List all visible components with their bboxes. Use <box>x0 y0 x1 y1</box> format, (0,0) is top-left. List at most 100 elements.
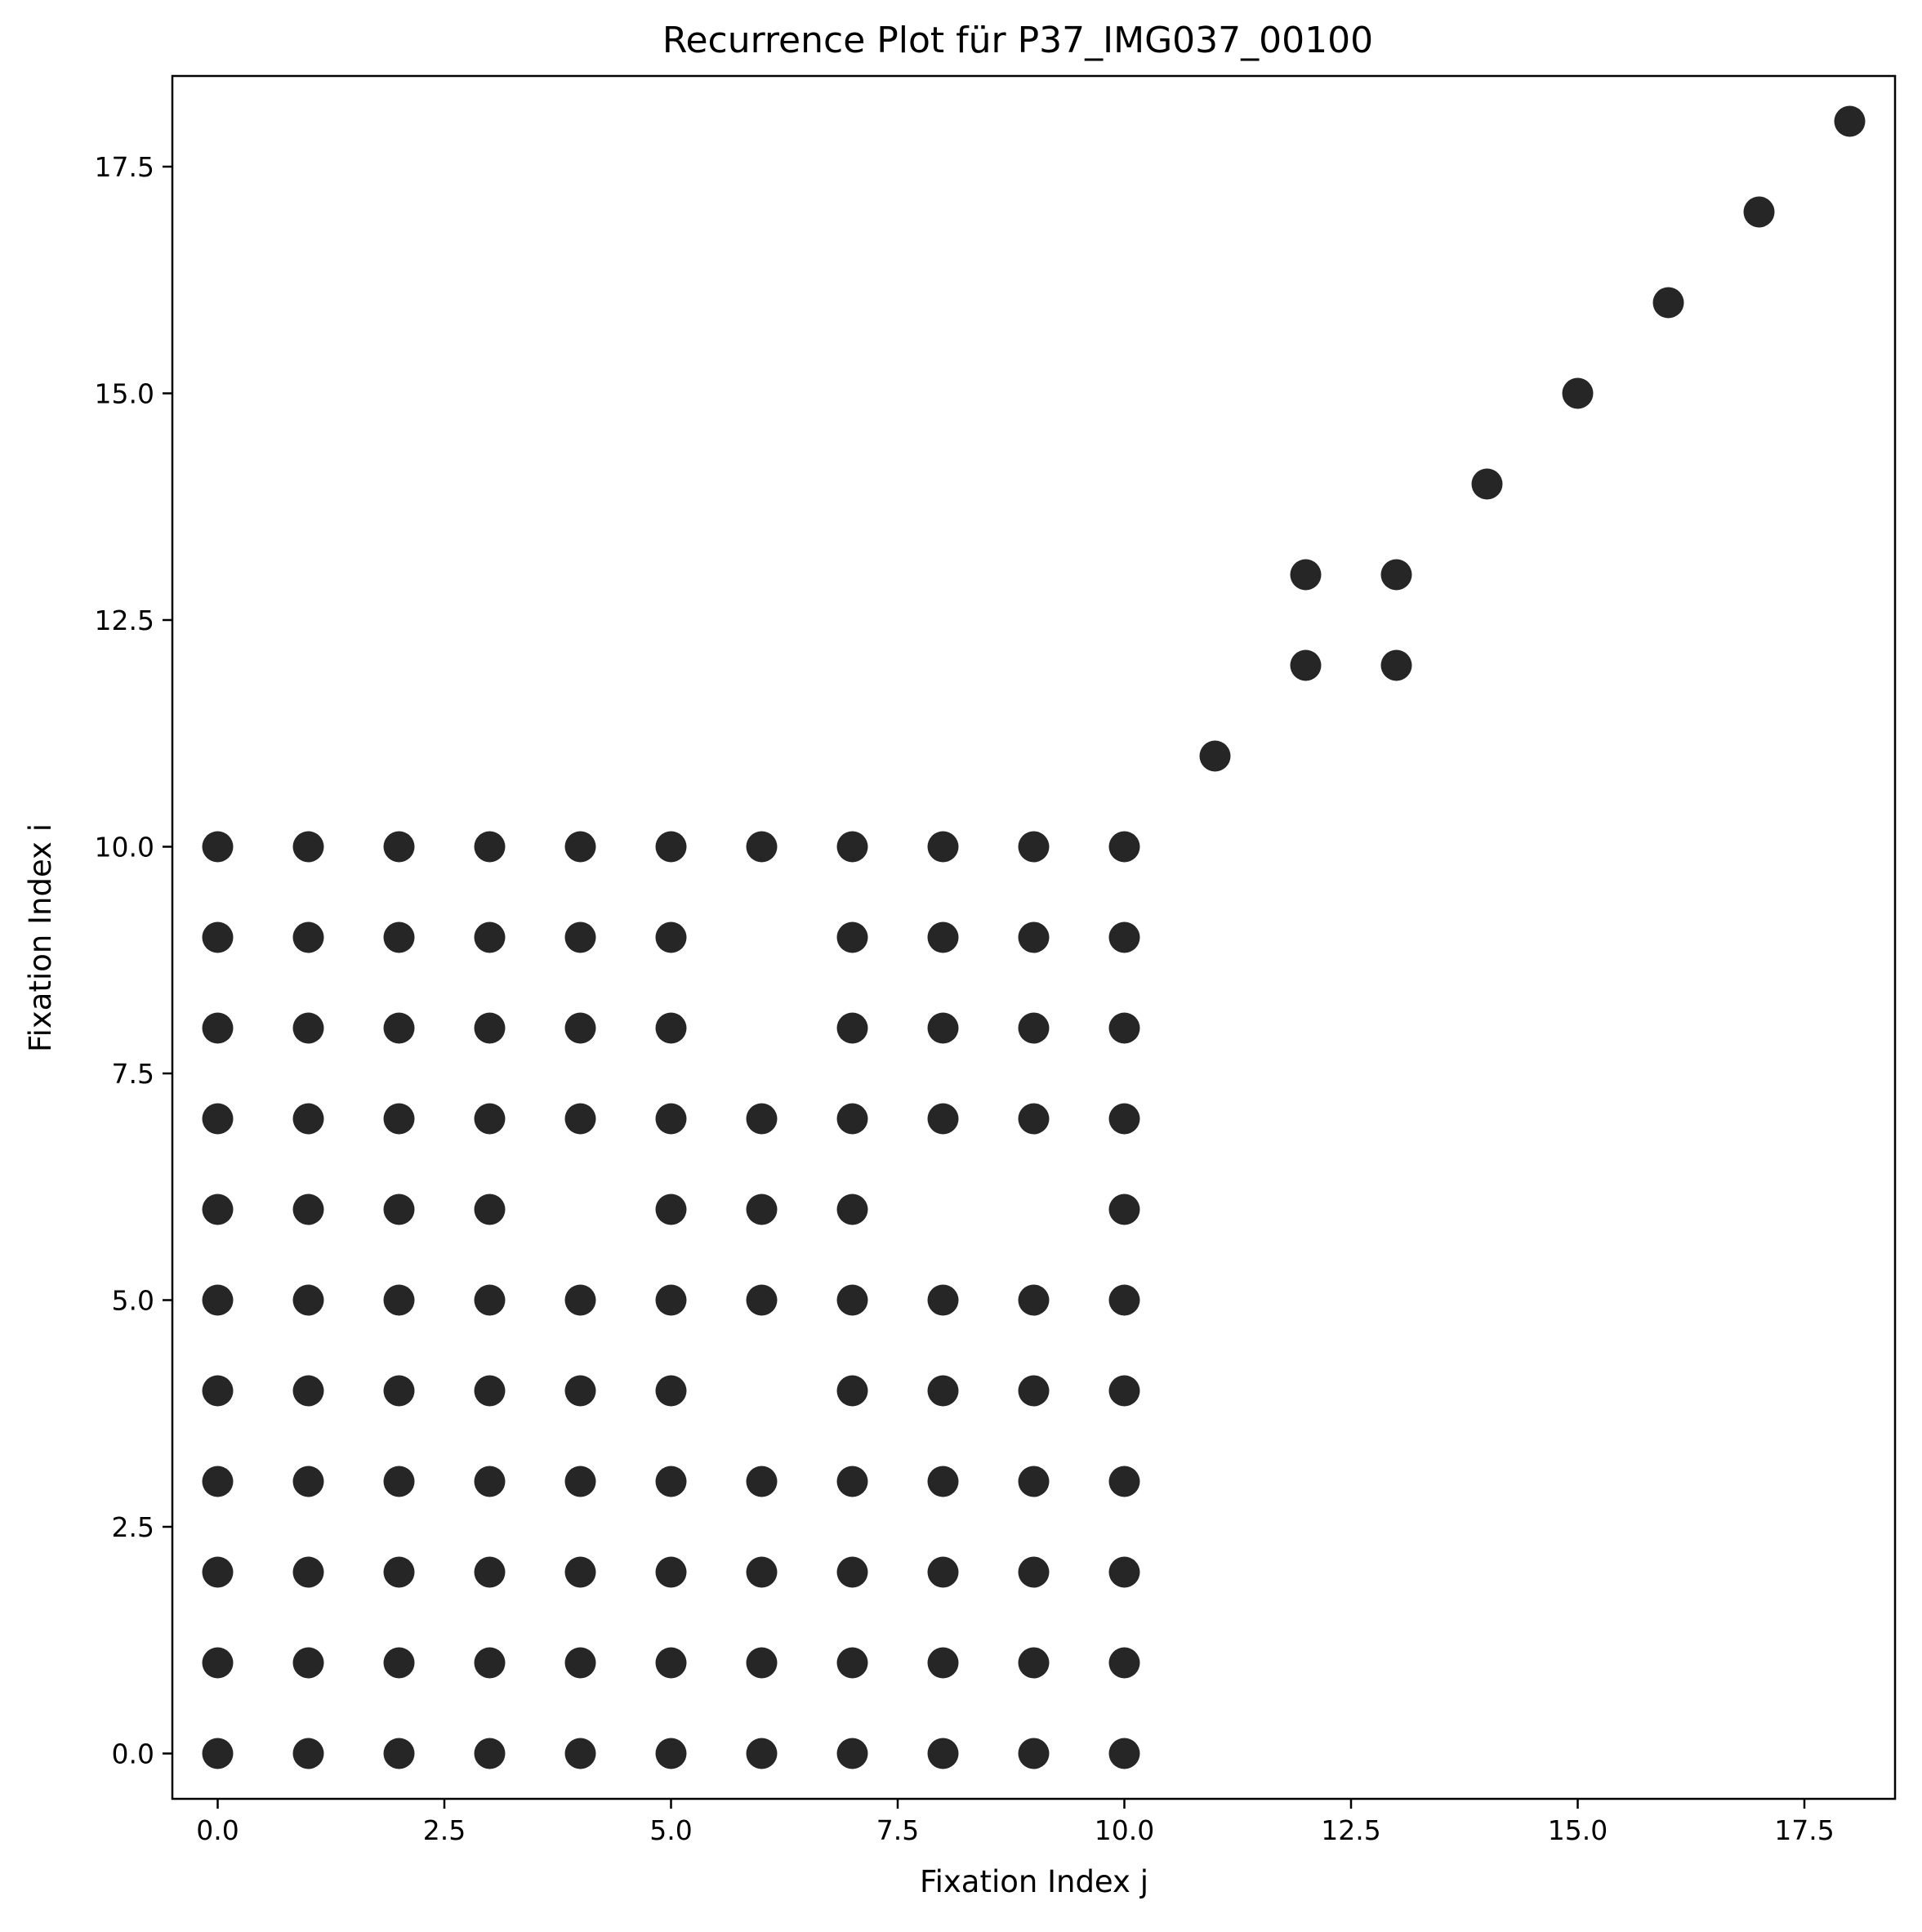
scatter-point-i4-j3 <box>474 1375 506 1407</box>
x-tick-label: 12.5 <box>1321 1814 1380 1846</box>
scatter-point-i2-j10 <box>1108 1556 1140 1588</box>
scatter-point-i10-j5 <box>655 831 687 863</box>
scatter-point-i0-j0 <box>202 1738 234 1769</box>
x-tick-label: 10.0 <box>1095 1814 1154 1846</box>
scatter-point-i8-j3 <box>474 1012 506 1044</box>
scatter-point-i4-j2 <box>383 1375 415 1407</box>
scatter-point-i3-j8 <box>927 1466 959 1497</box>
scatter-point-i13-j13 <box>1380 559 1412 591</box>
scatter-point-i1-j4 <box>564 1647 596 1679</box>
scatter-point-i3-j10 <box>1108 1466 1140 1497</box>
scatter-point-i5-j2 <box>383 1284 415 1316</box>
scatter-point-i5-j4 <box>564 1284 596 1316</box>
scatter-point-i10-j3 <box>474 831 506 863</box>
scatter-point-i6-j0 <box>202 1194 234 1225</box>
scatter-point-i9-j1 <box>292 921 324 953</box>
scatter-point-i3-j0 <box>202 1466 234 1497</box>
y-tick-label: 12.5 <box>95 605 154 636</box>
scatter-point-i0-j6 <box>746 1738 778 1769</box>
scatter-point-i4-j1 <box>292 1375 324 1407</box>
scatter-point-i5-j9 <box>1018 1284 1050 1316</box>
scatter-point-i2-j9 <box>1018 1556 1050 1588</box>
scatter-point-i2-j6 <box>746 1556 778 1588</box>
scatter-point-i3-j2 <box>383 1466 415 1497</box>
scatter-point-i5-j1 <box>292 1284 324 1316</box>
scatter-point-i8-j8 <box>927 1012 959 1044</box>
scatter-point-i7-j4 <box>564 1103 596 1135</box>
scatter-point-i5-j10 <box>1108 1284 1140 1316</box>
scatter-point-i5-j0 <box>202 1284 234 1316</box>
scatter-point-i3-j4 <box>564 1466 596 1497</box>
scatter-point-i7-j5 <box>655 1103 687 1135</box>
scatter-point-i8-j10 <box>1108 1012 1140 1044</box>
scatter-point-i4-j5 <box>655 1375 687 1407</box>
y-tick-label: 10.0 <box>95 832 154 863</box>
y-tick-label: 7.5 <box>112 1058 154 1090</box>
scatter-point-i9-j3 <box>474 921 506 953</box>
scatter-point-i9-j4 <box>564 921 596 953</box>
scatter-point-i4-j4 <box>564 1375 596 1407</box>
scatter-point-i2-j1 <box>292 1556 324 1588</box>
scatter-point-i4-j9 <box>1018 1375 1050 1407</box>
scatter-point-i2-j0 <box>202 1556 234 1588</box>
scatter-point-i3-j6 <box>746 1466 778 1497</box>
scatter-point-i10-j8 <box>927 831 959 863</box>
y-tick-label: 15.0 <box>95 378 154 410</box>
scatter-point-i5-j7 <box>836 1284 868 1316</box>
scatter-point-i8-j9 <box>1018 1012 1050 1044</box>
scatter-point-i10-j4 <box>564 831 596 863</box>
scatter-point-i16-j16 <box>1652 287 1684 319</box>
scatter-point-i17-j17 <box>1743 196 1775 228</box>
scatter-point-i0-j1 <box>292 1738 324 1769</box>
scatter-point-i7-j9 <box>1018 1103 1050 1135</box>
scatter-point-i11-j11 <box>1199 740 1231 772</box>
scatter-point-i0-j10 <box>1108 1738 1140 1769</box>
scatter-point-i2-j8 <box>927 1556 959 1588</box>
x-tick-label: 7.5 <box>876 1814 919 1846</box>
scatter-point-i6-j2 <box>383 1194 415 1225</box>
scatter-point-i12-j13 <box>1380 649 1412 681</box>
scatter-point-i9-j2 <box>383 921 415 953</box>
x-tick-label: 17.5 <box>1774 1814 1834 1846</box>
scatter-point-i5-j3 <box>474 1284 506 1316</box>
points-layer <box>202 105 1866 1769</box>
scatter-point-i2-j2 <box>383 1556 415 1588</box>
scatter-point-i1-j5 <box>655 1647 687 1679</box>
scatter-point-i7-j6 <box>746 1103 778 1135</box>
scatter-point-i10-j9 <box>1018 831 1050 863</box>
scatter-point-i14-j14 <box>1471 468 1503 500</box>
scatter-point-i4-j0 <box>202 1375 234 1407</box>
scatter-point-i8-j0 <box>202 1012 234 1044</box>
y-tick-label: 2.5 <box>112 1511 154 1543</box>
scatter-point-i1-j6 <box>746 1647 778 1679</box>
scatter-point-i10-j6 <box>746 831 778 863</box>
scatter-point-i2-j7 <box>836 1556 868 1588</box>
scatter-point-i10-j2 <box>383 831 415 863</box>
scatter-point-i9-j7 <box>836 921 868 953</box>
scatter-point-i7-j1 <box>292 1103 324 1135</box>
scatter-point-i9-j9 <box>1018 921 1050 953</box>
scatter-point-i3-j9 <box>1018 1466 1050 1497</box>
scatter-point-i0-j9 <box>1018 1738 1050 1769</box>
scatter-point-i7-j2 <box>383 1103 415 1135</box>
scatter-point-i8-j5 <box>655 1012 687 1044</box>
y-axis-ticks: 0.0 2.5 5.0 7.5 10.0 12.5 15.0 17.5 <box>95 151 172 1770</box>
scatter-point-i0-j3 <box>474 1738 506 1769</box>
scatter-point-i4-j10 <box>1108 1375 1140 1407</box>
scatter-point-i18-j18 <box>1834 105 1866 137</box>
scatter-point-i6-j6 <box>746 1194 778 1225</box>
plot-frame <box>171 74 1897 1800</box>
scatter-point-i13-j12 <box>1290 559 1322 591</box>
scatter-point-i1-j2 <box>383 1647 415 1679</box>
scatter-point-i8-j4 <box>564 1012 596 1044</box>
scatter-point-i12-j12 <box>1290 649 1322 681</box>
scatter-point-i9-j5 <box>655 921 687 953</box>
scatter-point-i5-j8 <box>927 1284 959 1316</box>
scatter-point-i5-j6 <box>746 1284 778 1316</box>
scatter-point-i7-j3 <box>474 1103 506 1135</box>
scatter-point-i0-j5 <box>655 1738 687 1769</box>
y-tick-label: 17.5 <box>95 151 154 183</box>
y-tick-label: 0.0 <box>112 1738 154 1770</box>
x-axis-label: Fixation Index j <box>920 1864 1148 1899</box>
y-axis-label: Fixation Index i <box>23 823 58 1052</box>
